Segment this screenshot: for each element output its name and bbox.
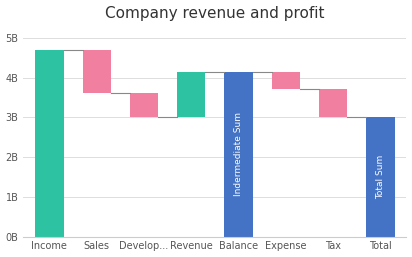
- Bar: [177, 72, 206, 117]
- Title: Company revenue and profit: Company revenue and profit: [105, 6, 325, 21]
- Bar: [82, 50, 111, 94]
- Bar: [130, 94, 158, 117]
- Bar: [366, 117, 395, 237]
- Text: Indermediate Sum: Indermediate Sum: [234, 112, 243, 196]
- Text: Total Sum: Total Sum: [376, 155, 385, 199]
- Bar: [225, 72, 253, 237]
- Bar: [35, 50, 63, 237]
- Bar: [272, 72, 300, 89]
- Bar: [319, 89, 347, 117]
